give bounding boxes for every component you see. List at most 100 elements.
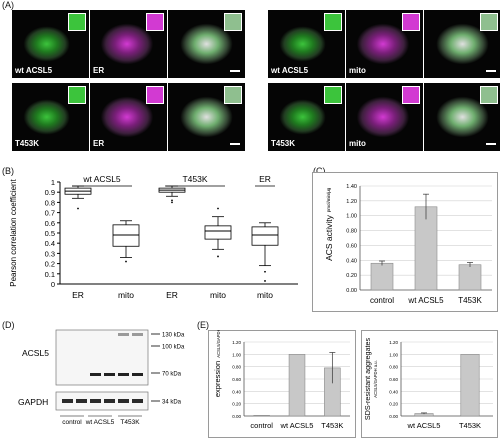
- outlier-point: [264, 270, 266, 273]
- y-tick-label: 0.60: [232, 377, 241, 382]
- lane-label: control: [62, 419, 82, 426]
- y-tick-label: 0.60: [389, 377, 398, 382]
- panel-label-c: (C): [313, 166, 326, 176]
- y-tick-label: 0.6: [45, 219, 55, 228]
- y-tick-label: 0.1: [45, 270, 55, 279]
- band-gapdh: [90, 399, 101, 403]
- y-tick-label: 0.2: [45, 260, 55, 269]
- marker-label: 100 kDa: [162, 345, 185, 351]
- bar: [288, 354, 306, 417]
- micrograph-magenta: mito: [346, 83, 423, 151]
- group-label: T453K: [182, 174, 207, 184]
- box: [251, 226, 279, 246]
- zoom-inset: [224, 86, 242, 104]
- x-category-label: wt ACSL5: [407, 421, 441, 430]
- band-acsl5: [132, 373, 143, 376]
- y-tick-label: 1.40: [346, 184, 357, 190]
- panel-e-expression-chart: 0.00 0.20 0.40 0.60 0.80 1.00 1.20 control wt AC…: [213, 330, 350, 430]
- group-label: ER: [259, 174, 271, 184]
- micrograph-green: wt ACSL5: [268, 10, 345, 78]
- micrograph-magenta: mito: [346, 10, 423, 78]
- x-category-label: wt ACSL5: [280, 421, 314, 430]
- y-tick-label: 0.80: [389, 365, 398, 370]
- bar: [253, 415, 270, 417]
- outlier-point: [171, 199, 173, 202]
- group-label: wt ACSL5: [82, 174, 121, 184]
- scale-bar: [486, 70, 496, 72]
- x-category-label: mito: [257, 290, 273, 300]
- micrograph-label: T453K: [15, 139, 40, 148]
- band-gapdh: [76, 399, 87, 403]
- box: [112, 224, 140, 247]
- y-tick-label: 1.20: [232, 340, 241, 345]
- y-tick-label: 0.20: [232, 402, 241, 407]
- micrograph-label: ER: [93, 66, 105, 75]
- zoom-inset: [68, 86, 86, 104]
- panel-label-a: (A): [2, 0, 14, 10]
- y-axis-label: SDS-resistant aggregates: [363, 337, 372, 420]
- marker-label: 130 kDa: [162, 333, 185, 339]
- scale-bar: [230, 143, 240, 145]
- x-category-label: T453K: [321, 421, 343, 430]
- outlier-point: [171, 201, 173, 204]
- row-label: ACSL5: [22, 348, 49, 358]
- blot-membrane-acsl5: [55, 329, 149, 386]
- x-category-label: T453K: [459, 421, 481, 430]
- bar: [370, 262, 394, 291]
- micrograph-green: T453K: [268, 83, 345, 151]
- y-tick-label: 1.00: [389, 352, 398, 357]
- zoom-inset: [480, 13, 498, 31]
- micrograph-green: T453K: [12, 83, 89, 151]
- y-tick-label: 0.40: [389, 389, 398, 394]
- lane-label: wt ACSL5: [85, 419, 115, 426]
- panel-label-d: (D): [2, 320, 15, 330]
- y-tick-label: 0.40: [346, 258, 357, 264]
- y-axis-unit: ACSL5/GAPDH a.u.: [216, 330, 221, 358]
- y-tick-label: 1.00: [232, 352, 241, 357]
- y-tick-label: 0.00: [346, 288, 357, 294]
- y-axis-label: Pearson correlation coefficient: [9, 178, 18, 286]
- micrograph-merge: [168, 10, 245, 78]
- blot-membrane-gapdh: [55, 391, 149, 411]
- micrograph-label: wt ACSL5: [271, 66, 309, 75]
- micrograph-green: wt ACSL5: [12, 10, 89, 78]
- zoom-inset: [146, 86, 164, 104]
- marker-label: 70 kDa: [162, 372, 182, 378]
- y-tick-label: 0.00: [389, 414, 398, 419]
- micrograph-label: mito: [349, 139, 366, 148]
- row-label: GAPDH: [18, 397, 48, 407]
- micrograph-merge: [424, 83, 500, 151]
- y-tick-label: 0.80: [346, 229, 357, 235]
- y-axis-label: expression: [213, 361, 222, 397]
- y-tick-label: 1.20: [389, 340, 398, 345]
- micrograph-merge: [168, 83, 245, 151]
- outlier-point: [217, 255, 219, 258]
- band-aggregate: [118, 333, 129, 336]
- panel-e-aggregates-chart: 0.00 0.20 0.40 0.60 0.80 1.00 1.20 wt ACSL5 T453…: [363, 337, 493, 430]
- band-acsl5: [104, 373, 115, 376]
- y-tick-label: 0: [51, 280, 55, 289]
- zoom-inset: [224, 13, 242, 31]
- bar: [460, 354, 480, 417]
- panel-label-e: (E): [197, 320, 209, 330]
- band-gapdh: [118, 399, 129, 403]
- y-tick-label: 0.40: [232, 389, 241, 394]
- zoom-inset: [68, 13, 86, 31]
- scale-bar: [486, 143, 496, 145]
- x-category-label: control: [250, 421, 273, 430]
- y-axis-unit: ACSL5/GAPDH a.u.: [373, 360, 378, 397]
- band-gapdh: [62, 399, 73, 403]
- y-axis-unit: pmol/min/µg: [326, 187, 331, 212]
- lane-label: T453K: [120, 419, 140, 426]
- panel-b-boxplot: 00.10.2 0.30.40.50.60.7 0.80.91 Pearson cor…: [9, 174, 298, 300]
- y-tick-label: 0.7: [45, 209, 55, 218]
- y-tick-label: 0.4: [45, 239, 55, 248]
- y-tick-label: 0.3: [45, 249, 55, 258]
- bar: [458, 264, 482, 291]
- zoom-inset: [146, 13, 164, 31]
- y-tick-label: 0.60: [346, 243, 357, 249]
- panel-label-b: (B): [2, 166, 14, 176]
- y-tick-label: 0.20: [389, 402, 398, 407]
- scale-bar: [230, 70, 240, 72]
- zoom-inset: [324, 86, 342, 104]
